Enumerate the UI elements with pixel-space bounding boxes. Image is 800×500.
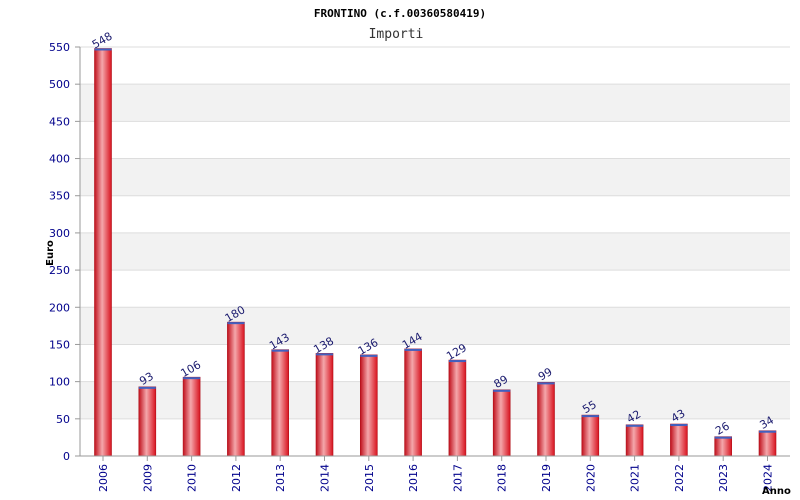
x-tick-label: 2016 — [407, 464, 420, 492]
bar — [581, 414, 600, 457]
bar-cap — [493, 389, 511, 392]
x-tick-label: 2023 — [717, 464, 730, 492]
y-tick-label: 300 — [49, 227, 70, 240]
bar — [758, 430, 777, 457]
data-label: 548 — [90, 30, 115, 52]
plot-band — [80, 84, 790, 122]
plot-band — [80, 158, 790, 196]
bar-cap — [759, 430, 776, 433]
bar-cap — [360, 354, 378, 357]
bar — [138, 386, 157, 457]
x-axis-ticks: 2006 2009 2010 2012 2013 2014 2015 2016 2017 2018… — [97, 456, 775, 492]
x-tick-label: 2013 — [274, 464, 287, 492]
bar-cap — [316, 353, 333, 356]
x-tick-label: 2012 — [230, 464, 243, 492]
x-tick-label: 2014 — [319, 464, 332, 492]
y-tick-label: 50 — [56, 413, 70, 426]
y-axis-title: Euro — [45, 240, 56, 266]
bar — [94, 48, 112, 457]
bar — [315, 353, 334, 457]
y-tick-label: 450 — [49, 115, 70, 128]
y-tick-label: 500 — [49, 78, 70, 91]
x-tick-label: 2017 — [451, 464, 464, 492]
data-label: 89 — [492, 373, 511, 391]
x-tick-label: 2019 — [540, 464, 553, 492]
y-axis-ticks: 0 50 100 150 200 250 300 350 400 450 500 550 — [49, 41, 70, 463]
data-label: 26 — [713, 420, 732, 438]
bar — [714, 436, 733, 457]
x-tick-label: 2009 — [141, 464, 154, 492]
bar — [182, 376, 201, 457]
y-tick-label: 400 — [49, 153, 70, 166]
x-tick-label: 2015 — [363, 464, 376, 492]
bar-cap — [537, 382, 555, 385]
bar-cap — [404, 348, 422, 351]
x-tick-label: 2010 — [186, 464, 199, 492]
bar-cap — [227, 322, 245, 325]
data-label: 43 — [669, 407, 688, 425]
bar — [537, 382, 555, 457]
x-tick-label: 2024 — [762, 464, 775, 492]
bar — [448, 359, 467, 457]
y-tick-label: 350 — [49, 190, 70, 203]
bar-cap — [581, 415, 599, 418]
bar — [271, 349, 290, 457]
bar-cap — [138, 386, 156, 389]
data-label: 55 — [580, 398, 599, 416]
bar-cap — [670, 424, 688, 427]
data-label: 93 — [137, 370, 156, 388]
x-tick-label: 2022 — [673, 464, 686, 492]
bar — [227, 321, 245, 457]
x-tick-label: 2020 — [584, 464, 597, 492]
plot-band — [80, 232, 790, 271]
x-axis-title: Anno — [762, 486, 791, 497]
data-label: 99 — [536, 365, 555, 383]
y-tick-label: 200 — [49, 301, 70, 314]
y-tick-label: 150 — [49, 338, 70, 351]
gridlines — [75, 46, 790, 457]
plot-bands — [80, 84, 790, 419]
bar-cap — [626, 424, 644, 427]
bar-cap — [714, 436, 732, 439]
bar — [359, 354, 378, 457]
chart-title: FRONTINO (c.f.00360580419) — [314, 7, 486, 20]
bar-cap — [94, 48, 112, 51]
y-tick-label: 0 — [63, 450, 70, 463]
data-label: 42 — [625, 408, 644, 426]
data-label: 34 — [757, 414, 776, 432]
data-label: 106 — [179, 358, 204, 380]
x-tick-label: 2006 — [97, 464, 110, 492]
plot-band — [80, 307, 790, 345]
bar — [404, 348, 422, 457]
bar — [625, 424, 644, 457]
chart-subtitle: Importi — [369, 27, 424, 42]
bar-cap — [448, 360, 466, 363]
x-tick-label: 2018 — [496, 464, 509, 492]
y-tick-label: 250 — [49, 264, 70, 277]
bar-cap — [271, 349, 289, 352]
y-tick-label: 550 — [49, 41, 70, 54]
bar-cap — [183, 377, 201, 380]
x-tick-label: 2021 — [629, 464, 642, 492]
bar — [670, 423, 688, 457]
bar — [492, 389, 511, 457]
bars — [94, 48, 777, 457]
y-tick-label: 100 — [49, 376, 70, 389]
